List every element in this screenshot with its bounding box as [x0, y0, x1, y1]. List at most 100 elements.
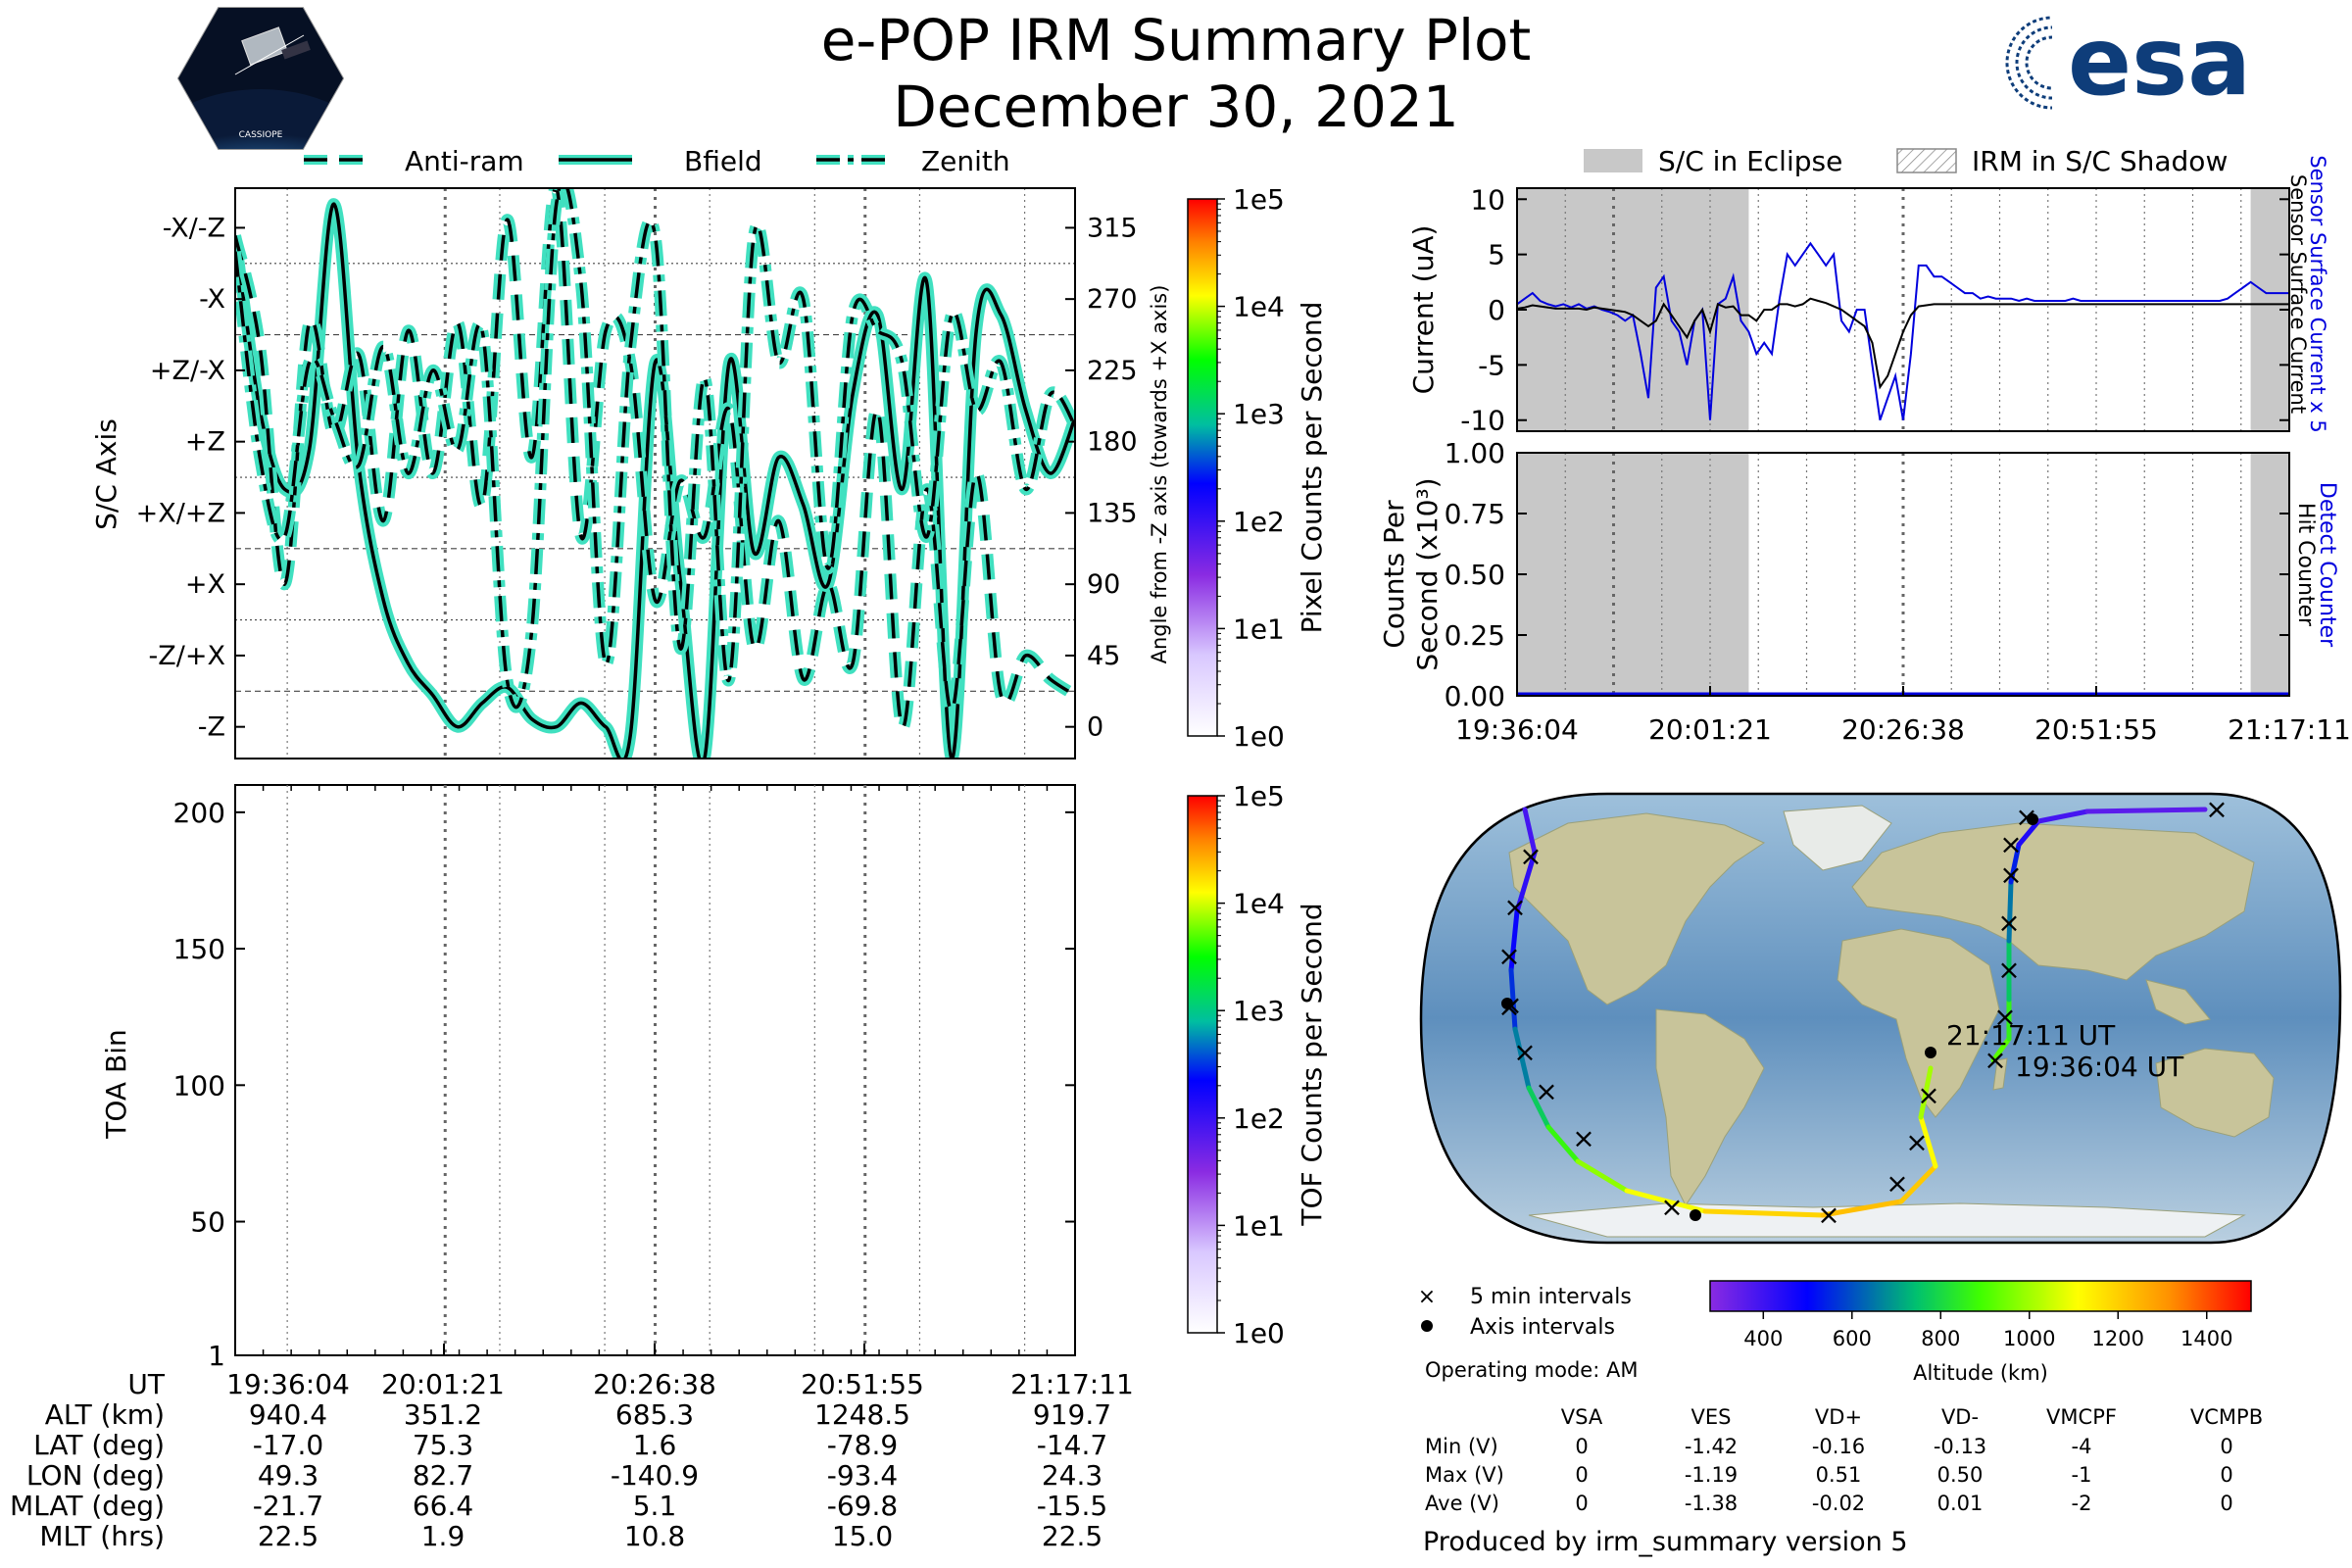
toa-tick-label: 200: [173, 797, 225, 829]
voltage-cell: 0: [2220, 1492, 2232, 1515]
colorbar-tick-label: 1e0: [1233, 720, 1285, 753]
orbit-start-label: 19:36:04 UT: [2015, 1051, 2184, 1083]
colorbar-tick-label: 1e0: [1233, 1317, 1285, 1349]
sc-axis-tick-label: +Z/-X: [150, 356, 225, 386]
table-cell: 20:26:38: [593, 1368, 716, 1400]
table-cell: 21:17:11: [1010, 1368, 1134, 1400]
sc-axis-angle-ylabel: Angle from -Z axis (towards +X axis): [1148, 285, 1171, 664]
angle-tick-label: 180: [1087, 427, 1138, 458]
angle-tick-label: 315: [1087, 213, 1138, 243]
orbit-segment: [2008, 842, 2022, 885]
sc-axis-tick-label: -X: [199, 284, 225, 315]
colorbar-tick-label: 1e5: [1233, 780, 1285, 812]
legend-eclipse: S/C in Eclipse: [1658, 145, 1842, 177]
voltage-header: VES: [1691, 1405, 1732, 1429]
five-min-marker: ×: [1984, 1044, 2006, 1076]
page-title: e-POP IRM Summary Plot: [820, 7, 1532, 74]
current-tick-label: 5: [1488, 239, 1505, 271]
orbit-segment: [1990, 1036, 2012, 1063]
voltage-cell: 0.50: [1937, 1463, 1984, 1487]
current-tick-label: -10: [1460, 405, 1505, 437]
colorbar-tick-label: 1e5: [1233, 183, 1285, 216]
table-cell: 1.9: [421, 1520, 466, 1552]
toa-tick-label: 150: [173, 933, 225, 965]
five-min-marker: ×: [2205, 793, 2228, 825]
five-min-marker: ×: [1917, 1079, 1939, 1111]
sensor-current-line: [1517, 297, 2289, 390]
five-min-marker: ×: [1660, 1191, 1683, 1223]
table-cell: -14.7: [1037, 1429, 1107, 1461]
current-plot: 10 5 0 -5 -10: [1460, 183, 2290, 437]
esa-logo: esa: [2005, 14, 2251, 112]
sc-axis-legend: Anti-ram Bfield Zenith: [304, 145, 1010, 177]
counts-right-label-blue: Detect Counter: [2315, 482, 2339, 648]
five-min-marker: ×: [1905, 1126, 1928, 1158]
time-tick-label: 20:51:55: [2034, 713, 2158, 746]
voltage-cell: -0.13: [1934, 1435, 1986, 1458]
orbit-segment: [1508, 908, 1520, 973]
five-min-marker: ×: [1997, 954, 2020, 986]
counts-tick-label: 0.00: [1445, 680, 1505, 712]
counts-tick-label: 0.75: [1445, 498, 1505, 530]
sc-axis-ylabel: S/C Axis: [90, 418, 122, 530]
toa-plot: 200 150 100 50 1: [173, 784, 1076, 1372]
voltage-cell: 0: [2220, 1463, 2232, 1487]
table-cell: 1248.5: [814, 1398, 910, 1431]
altitude-tick-label: 800: [1921, 1327, 1960, 1350]
five-min-marker: ×: [1886, 1167, 1908, 1200]
five-min-marker: ×: [1999, 858, 2022, 891]
table-cell: 49.3: [258, 1459, 318, 1492]
table-row-label: MLAT (deg): [10, 1490, 165, 1522]
table-cell: -140.9: [611, 1459, 699, 1492]
toa-tick-label: 50: [190, 1206, 225, 1239]
axis-marker: [1501, 998, 1513, 1009]
voltage-cell: -1: [2072, 1463, 2092, 1487]
five-min-marker: ×: [1999, 828, 2022, 860]
five-min-marker: ×: [1535, 1075, 1557, 1107]
voltage-row-label: Min (V): [1425, 1435, 1498, 1458]
five-min-marker-icon: ×: [1418, 1285, 1436, 1309]
table-cell: -78.9: [827, 1429, 898, 1461]
colorbar-tick-label: 1e3: [1233, 398, 1285, 430]
orbit-end-label: 21:17:11 UT: [1946, 1019, 2116, 1052]
colorbar-label: Pixel Counts per Second: [1296, 302, 1328, 634]
voltage-row-label: Max (V): [1425, 1463, 1504, 1487]
table-row-label: ALT (km): [45, 1398, 165, 1431]
current-tick-label: 10: [1470, 183, 1505, 216]
orbit-segment: [2016, 818, 2041, 848]
orbit-segment: [1545, 1124, 1581, 1164]
axis-marker: [2027, 813, 2038, 825]
toa-ylabel: TOA Bin: [100, 1029, 132, 1139]
altitude-tick-label: 1200: [2092, 1327, 2144, 1350]
colorbar-label: TOF Counts per Second: [1296, 903, 1328, 1226]
table-cell: 75.3: [413, 1429, 473, 1461]
five-min-marker: ×: [1503, 891, 1526, 923]
five-min-marker: ×: [1513, 1036, 1536, 1068]
angle-tick-label: 45: [1087, 641, 1120, 671]
altitude-label: Altitude (km): [1913, 1361, 2048, 1385]
legend-axis: Axis intervals: [1470, 1315, 1615, 1340]
orbit-segment: [1918, 1065, 1934, 1120]
voltage-table: VSA VES VD+ VD- VMCPF VCMPB Min (V) 0 -1.42 -0.16…: [1425, 1405, 2263, 1515]
orbit-segment: [1522, 807, 1538, 856]
counts-right-label-black: Hit Counter: [2293, 503, 2318, 627]
pixel-counts-colorbar: 1e5 1e4 1e3 1e2 1e1 1e0 Pixel Counts per Secon…: [1187, 183, 1328, 753]
colorbar-tick-label: 1e1: [1233, 1209, 1285, 1242]
five-min-marker: ×: [1497, 940, 1520, 972]
eclipse-region: [1517, 453, 1749, 696]
table-cell: 351.2: [404, 1398, 482, 1431]
current-ylabel: Current (uA): [1407, 225, 1440, 395]
table-cell: -93.4: [827, 1459, 898, 1492]
time-tick-label: 21:17:11: [2228, 713, 2351, 746]
colorbar-tick-label: 1e3: [1233, 995, 1285, 1027]
five-min-marker: ×: [1997, 906, 2020, 939]
axis-marker: [1690, 1209, 1701, 1221]
table-cell: 5.1: [633, 1490, 677, 1522]
sc-axis-tick-label: +Z: [185, 427, 225, 458]
voltage-header: VD+: [1815, 1405, 1862, 1429]
table-cell: 20:51:55: [801, 1368, 924, 1400]
axis-marker-icon: [1421, 1320, 1433, 1332]
angle-tick-label: 270: [1087, 284, 1138, 315]
angle-tick-label: 225: [1087, 356, 1138, 386]
